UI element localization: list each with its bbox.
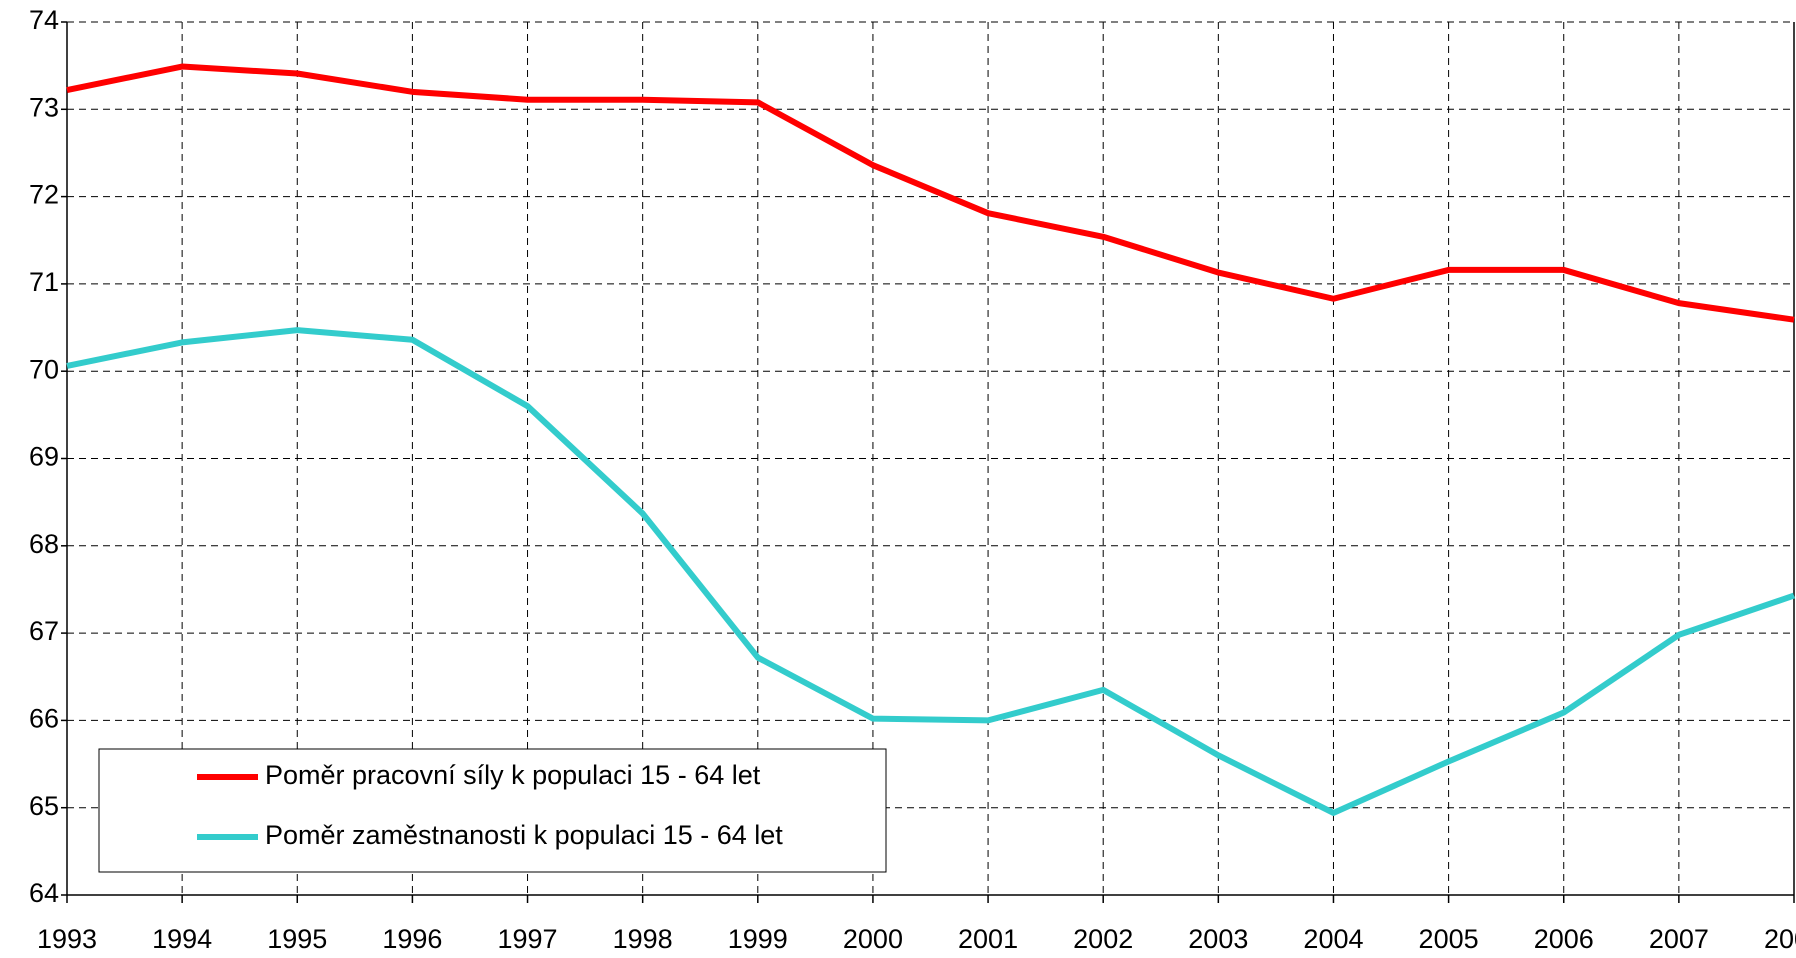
y-tick-label: 65: [29, 791, 59, 821]
x-tick-label: 2002: [1073, 924, 1133, 954]
y-tick-label: 68: [29, 529, 59, 559]
x-tick-label: 2005: [1419, 924, 1479, 954]
x-tick-label: 1999: [728, 924, 788, 954]
x-tick-label: 2006: [1534, 924, 1594, 954]
x-tick-label: 1997: [497, 924, 557, 954]
x-tick-label: 2007: [1649, 924, 1709, 954]
y-tick-label: 73: [29, 92, 59, 122]
y-tick-label: 67: [29, 616, 59, 646]
legend-label: Poměr zaměstnanosti k populaci 15 - 64 l…: [265, 820, 783, 850]
y-tick-label: 72: [29, 180, 59, 210]
y-tick-label: 69: [29, 442, 59, 472]
x-tick-label: 1993: [37, 924, 97, 954]
x-tick-label: 2008: [1764, 924, 1796, 954]
y-tick-label: 74: [29, 5, 59, 35]
y-tick-label: 71: [29, 267, 59, 297]
data-line: [66, 63, 1795, 323]
x-tick-label: 2001: [958, 924, 1018, 954]
x-tick-label: 1995: [267, 924, 327, 954]
legend-label: Poměr pracovní síly k populaci 15 - 64 l…: [265, 760, 761, 790]
x-tick-label: 1996: [382, 924, 442, 954]
x-tick-label: 1994: [152, 924, 212, 954]
y-tick-label: 66: [29, 704, 59, 734]
y-tick-label: 64: [29, 878, 59, 908]
legend-box: [98, 748, 887, 873]
data-line: [66, 327, 1795, 816]
x-tick-label: 2000: [843, 924, 903, 954]
y-tick-label: 70: [29, 354, 59, 384]
x-tick-label: 1998: [613, 924, 673, 954]
x-tick-label: 2003: [1188, 924, 1248, 954]
x-tick-label: 2004: [1303, 924, 1363, 954]
